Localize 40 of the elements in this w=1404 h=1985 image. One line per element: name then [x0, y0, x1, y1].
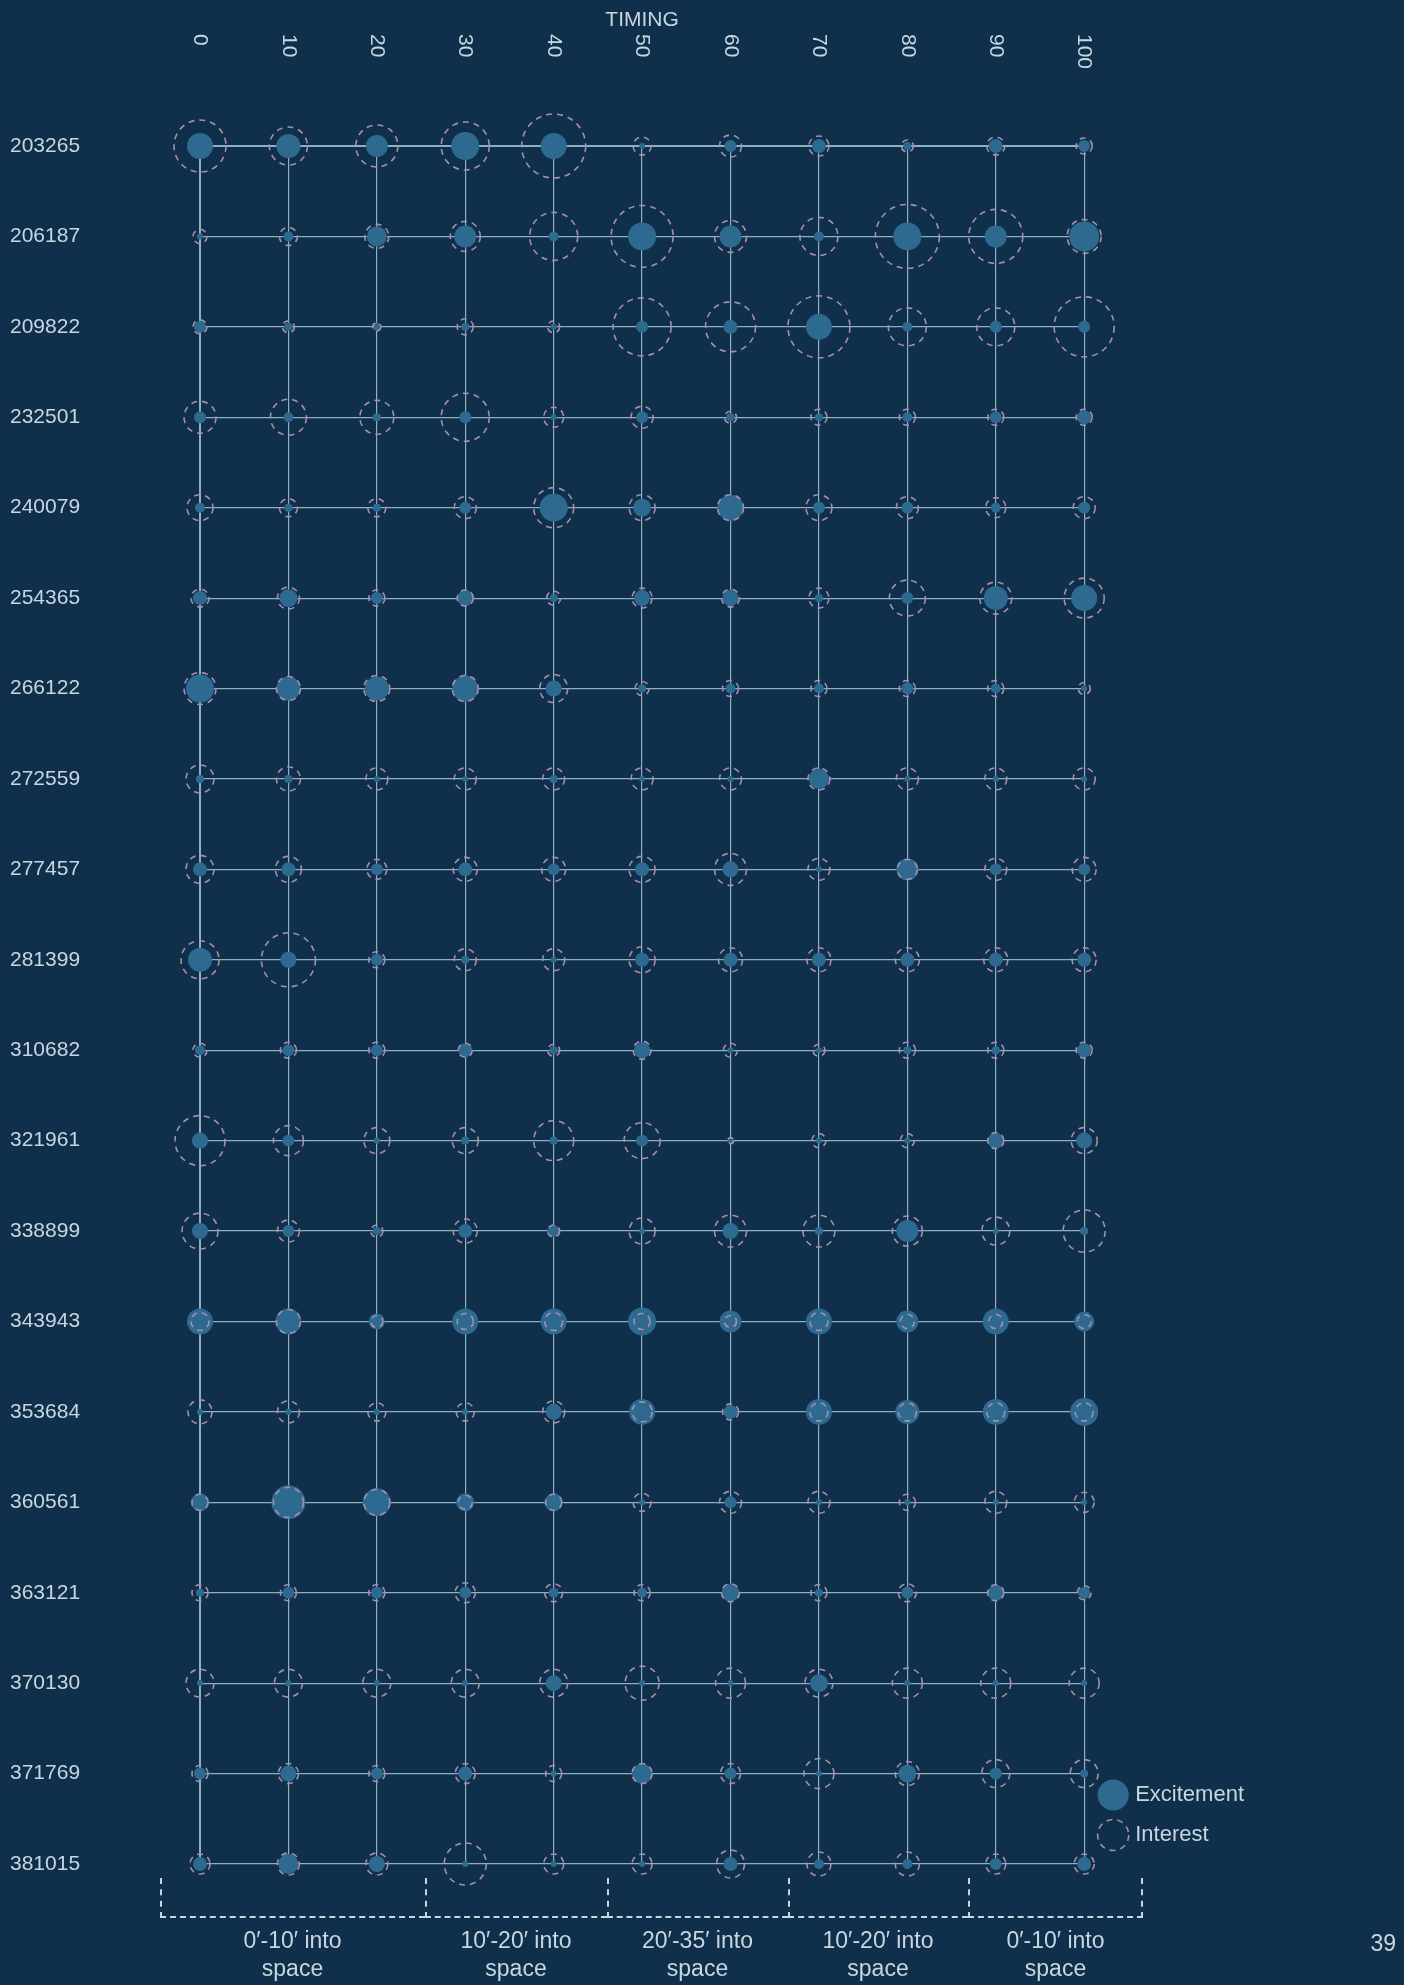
- y-tick-label: 272559: [10, 765, 81, 789]
- x-tick-label: 80: [897, 34, 921, 58]
- y-tick-label: 381015: [10, 1850, 81, 1874]
- annotation: 0′-10′ into space: [1005, 1926, 1106, 1982]
- y-tick-label: 343943: [10, 1308, 81, 1332]
- legend-label: Excitement: [1135, 1781, 1245, 1807]
- y-tick-label: 254365: [10, 584, 81, 608]
- y-tick-label: 203265: [10, 132, 81, 156]
- y-tick-label: 206187: [10, 223, 81, 247]
- y-tick-label: 353684: [10, 1398, 81, 1422]
- y-tick-label: 310682: [10, 1037, 81, 1061]
- y-tick-label: 277457: [10, 856, 81, 880]
- y-tick-label: 360561: [10, 1489, 81, 1513]
- annotation: 10′-20′ into space: [821, 1926, 935, 1982]
- y-tick-label: 338899: [10, 1217, 81, 1241]
- x-tick-label: 60: [720, 34, 744, 58]
- annotation: 10′-20′ into space: [459, 1926, 573, 1982]
- text: 39: [1370, 1930, 1396, 1957]
- x-tick-label: 70: [809, 34, 833, 58]
- y-tick-label: 266122: [10, 675, 81, 699]
- y-tick-label: 232501: [10, 404, 81, 428]
- y-tick-label: 370130: [10, 1669, 81, 1693]
- y-tick-label: 281399: [10, 946, 81, 970]
- x-tick-label: 0: [190, 34, 214, 46]
- y-tick-label: 321961: [10, 1127, 81, 1151]
- x-axis-title: TIMING: [605, 7, 679, 31]
- x-tick-label: 50: [632, 34, 656, 58]
- x-tick-label: 20: [367, 34, 391, 58]
- legend-label: Interest: [1135, 1821, 1209, 1847]
- x-tick-label: 90: [985, 34, 1009, 58]
- x-tick-label: 10: [278, 34, 302, 58]
- x-tick-label: 30: [455, 34, 479, 58]
- y-tick-label: 363121: [10, 1579, 81, 1603]
- annotation: 0′-10′ into space: [242, 1926, 343, 1982]
- y-tick-label: 240079: [10, 494, 81, 518]
- x-tick-label: 100: [1074, 34, 1098, 70]
- x-tick-label: 40: [543, 34, 567, 58]
- y-tick-label: 209822: [10, 313, 81, 337]
- y-tick-label: 371769: [10, 1760, 81, 1784]
- annotation: 20′-35′ into space: [641, 1926, 754, 1982]
